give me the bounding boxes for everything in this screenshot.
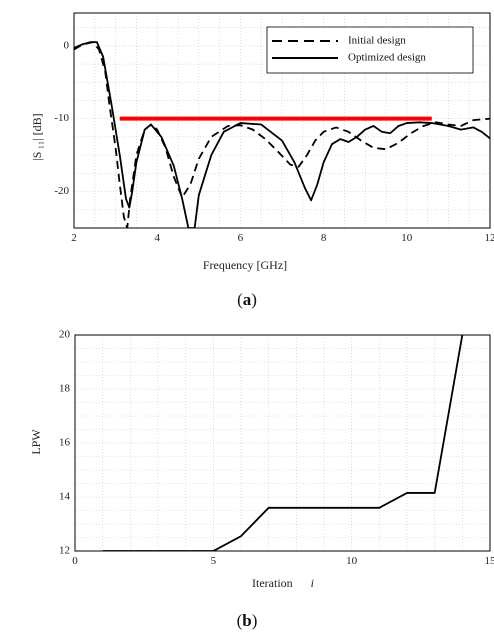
legend-box <box>266 26 474 74</box>
y-tick-label: -10 <box>54 112 69 124</box>
x-tick-label: 2 <box>71 232 77 244</box>
chart-panel-b: 0 5 10 15 12 14 16 18 20 Iteration i LPW (b) <box>29 329 494 630</box>
chart-panel-a: 2 4 6 8 10 12 0 -10 -20 Frequency [GHz] |S ₁₁| … <box>30 12 494 309</box>
chart-b-x-axis-label: Iteration i <box>252 576 314 590</box>
chart-b-x-ticks: 0 5 10 15 <box>72 555 494 567</box>
y-tick-label: 0 <box>64 39 70 51</box>
chart-b-axes-frame <box>74 334 491 552</box>
y-tick-label: 12 <box>59 545 70 557</box>
x-tick-label: 0 <box>72 555 78 567</box>
y-tick-label: 16 <box>59 437 71 449</box>
chart-b-y-ticks: 12 14 16 18 20 <box>59 329 71 557</box>
chart-a-x-ticks: 2 4 6 8 10 12 <box>71 232 494 244</box>
legend-optimized-label: Optimized design <box>348 52 426 64</box>
initial-design-line <box>74 41 490 228</box>
x-tick-label: 10 <box>346 555 358 567</box>
x-tick-label: 8 <box>321 232 327 244</box>
chart-a-y-axis-label: |S ₁₁| [dB] <box>30 113 44 160</box>
x-tick-label: 5 <box>211 555 217 567</box>
chart-a-series <box>74 41 490 228</box>
series-line-0 <box>102 335 464 551</box>
legend-initial-label: Initial design <box>348 35 406 47</box>
y-tick-label: -20 <box>54 185 69 197</box>
y-tick-label: 20 <box>59 329 71 341</box>
chart-b-series <box>102 335 464 551</box>
chart-b-y-axis-label: LPW <box>29 429 43 455</box>
chart-a-legend: Initial design Optimized design <box>266 26 474 74</box>
x-tick-label: 10 <box>401 232 413 244</box>
panel-b-caption: (b) <box>237 611 258 630</box>
x-tick-label: 4 <box>154 232 160 244</box>
x-tick-label: 6 <box>238 232 244 244</box>
x-tick-label: 12 <box>485 232 494 244</box>
y-tick-label: 18 <box>59 383 71 395</box>
chart-b-grid <box>74 334 491 552</box>
panel-a-caption: (a) <box>237 290 257 309</box>
chart-a-y-ticks: 0 -10 -20 <box>54 39 69 197</box>
y-tick-label: 14 <box>59 491 71 503</box>
optimized-design-line <box>74 41 490 228</box>
chart-a-x-axis-label: Frequency [GHz] <box>203 258 287 272</box>
x-tick-label: 15 <box>485 555 494 567</box>
chart-a-axes-frame <box>73 12 491 229</box>
